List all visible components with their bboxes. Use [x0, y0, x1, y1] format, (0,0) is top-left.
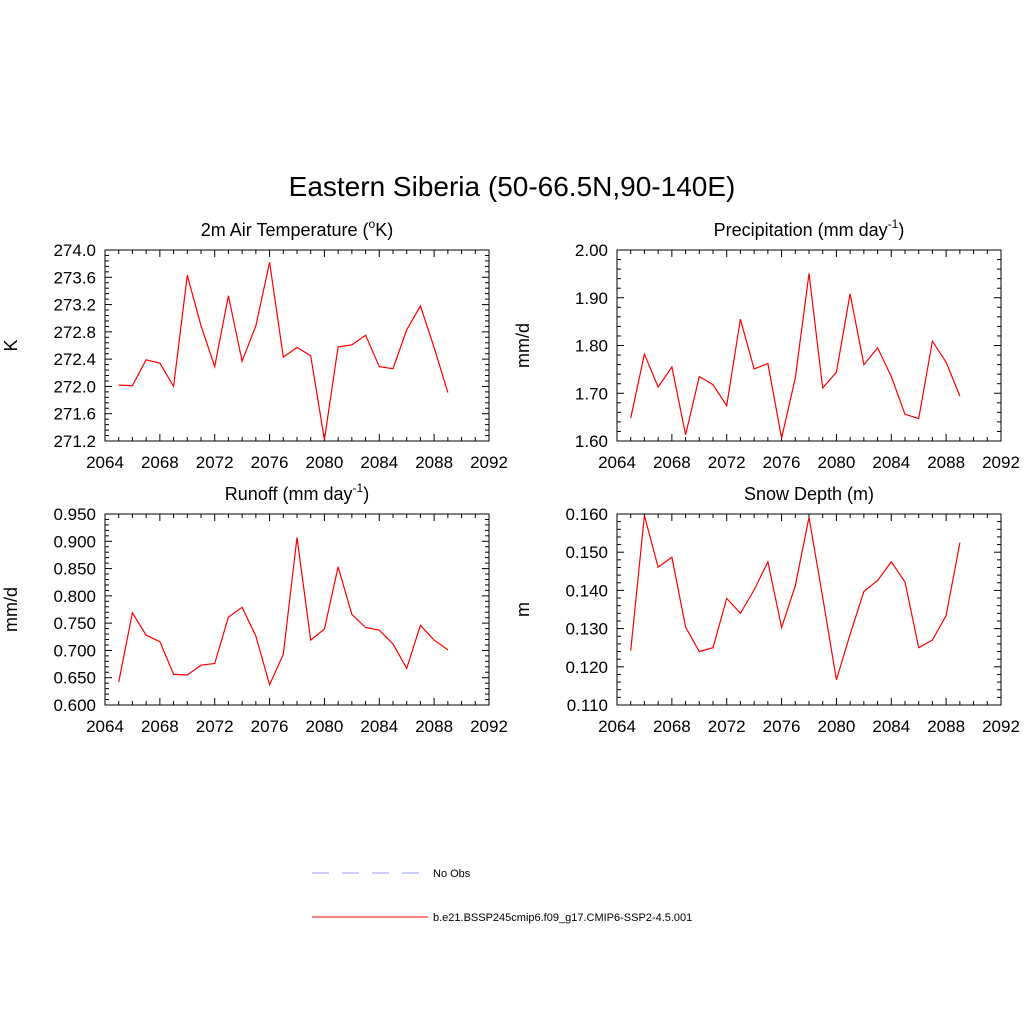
figure-title: Eastern Siberia (50-66.5N,90-140E): [289, 171, 736, 202]
panel-title-tail: K): [375, 220, 393, 240]
y-tick-label: 0.150: [565, 543, 608, 562]
x-tick-label: 2076: [763, 717, 801, 736]
panel-title-text: Precipitation (mm day: [714, 220, 888, 240]
x-tick-label: 2064: [86, 453, 124, 472]
legend-item: b.e21.BSSP245cmip6.f09_g17.CMIP6-SSP2-4.…: [312, 912, 692, 924]
panels: 2064 2068 2072 2076 2080 2084 2088 2092 271.2 271…: [1, 217, 1020, 736]
y-tick-label: 0.800: [53, 587, 96, 606]
x-tick-label: 2092: [470, 717, 508, 736]
series-line: [630, 273, 961, 439]
x-tick-label: 2072: [196, 717, 234, 736]
y-axis-label: mm/d: [1, 587, 21, 632]
y-tick-label: 1.80: [575, 337, 608, 356]
y-tick-label: 272.0: [53, 377, 96, 396]
panel-runoff: 2064 2068 2072 2076 2080 2084 2088 2092 0.600 0.6…: [1, 481, 508, 736]
y-axis-label: mm/d: [513, 323, 533, 368]
panel-title: Runoff (mm day-1): [225, 481, 369, 504]
x-tick-label: 2076: [251, 717, 289, 736]
y-tick-label: 0.750: [53, 614, 96, 633]
y-tick-label: 0.140: [565, 581, 608, 600]
x-tick-label: 2080: [306, 717, 344, 736]
plot-frame: [616, 249, 1002, 442]
panel-temperature: 2064 2068 2072 2076 2080 2084 2088 2092 271.2 271…: [1, 217, 508, 472]
panel-title-text: Runoff (mm day: [225, 484, 353, 504]
y-tick-label: 272.4: [53, 350, 96, 369]
x-tick-label: 2092: [982, 717, 1020, 736]
y-tick-label: 0.600: [53, 696, 96, 715]
y-tick-label: 0.650: [53, 669, 96, 688]
x-tick-label: 2080: [306, 453, 344, 472]
panel-title-text: Snow Depth (m): [744, 484, 874, 504]
panel-title-text: 2m Air Temperature (: [201, 220, 369, 240]
panel-title-superscript: o: [369, 217, 376, 231]
panel-precipitation: 2064 2068 2072 2076 2080 2084 2088 2092 1.60 1.70…: [513, 217, 1020, 472]
x-tick-label: 2068: [653, 717, 691, 736]
panel-title: Snow Depth (m): [744, 484, 874, 504]
y-tick-label: 1.90: [575, 289, 608, 308]
x-tick-label: 2076: [251, 453, 289, 472]
y-tick-label: 271.2: [53, 432, 96, 451]
y-tick-label: 272.8: [53, 323, 96, 342]
x-tick-label: 2084: [872, 717, 910, 736]
legend-label: b.e21.BSSP245cmip6.f09_g17.CMIP6-SSP2-4.…: [433, 912, 692, 924]
x-tick-label: 2084: [872, 453, 910, 472]
x-tick-label: 2064: [86, 717, 124, 736]
y-tick-label: 0.120: [565, 658, 608, 677]
panel-title-superscript: -1: [353, 481, 364, 495]
x-tick-label: 2068: [141, 717, 179, 736]
x-tick-label: 2068: [653, 453, 691, 472]
y-tick-label: 0.900: [53, 532, 96, 551]
x-tick-label: 2088: [415, 717, 453, 736]
x-tick-label: 2088: [927, 717, 965, 736]
series-line: [630, 515, 961, 680]
plot-frame: [616, 513, 1002, 706]
y-tick-label: 0.850: [53, 560, 96, 579]
panel-title-tail: ): [363, 484, 369, 504]
legend-item: No Obs: [312, 868, 471, 880]
y-tick-label: 0.130: [565, 620, 608, 639]
x-tick-label: 2076: [763, 453, 801, 472]
y-tick-label: 2.00: [575, 241, 608, 260]
x-tick-label: 2088: [415, 453, 453, 472]
legend-label: No Obs: [433, 868, 471, 880]
y-tick-label: 273.2: [53, 296, 96, 315]
series-line: [118, 537, 449, 687]
y-tick-label: 0.700: [53, 641, 96, 660]
y-tick-label: 273.6: [53, 268, 96, 287]
panel-title: 2m Air Temperature (oK): [201, 217, 393, 240]
panel-title-superscript: -1: [888, 217, 899, 231]
legend: No Obs b.e21.BSSP245cmip6.f09_g17.CMIP6-S…: [312, 868, 692, 924]
x-tick-label: 2088: [927, 453, 965, 472]
y-tick-label: 1.60: [575, 432, 608, 451]
x-tick-label: 2092: [470, 453, 508, 472]
y-tick-label: 271.6: [53, 405, 96, 424]
plot-frame: [104, 513, 490, 706]
series-line: [118, 262, 449, 440]
x-tick-label: 2064: [598, 453, 636, 472]
x-tick-label: 2084: [360, 453, 398, 472]
x-tick-label: 2092: [982, 453, 1020, 472]
y-tick-label: 0.950: [53, 505, 96, 524]
x-tick-label: 2072: [196, 453, 234, 472]
x-tick-label: 2064: [598, 717, 636, 736]
y-axis-label: m: [513, 602, 533, 617]
x-tick-label: 2084: [360, 717, 398, 736]
panel-snow-depth: 2064 2068 2072 2076 2080 2084 2088 2092 0.110 0.1…: [513, 484, 1020, 736]
panel-title-tail: ): [898, 220, 904, 240]
y-axis-label: K: [1, 339, 21, 351]
y-tick-label: 1.70: [575, 384, 608, 403]
y-tick-label: 274.0: [53, 241, 96, 260]
x-tick-label: 2072: [708, 453, 746, 472]
plot-frame: [104, 249, 490, 442]
x-tick-label: 2068: [141, 453, 179, 472]
x-tick-label: 2080: [818, 717, 856, 736]
x-tick-label: 2072: [708, 717, 746, 736]
x-tick-label: 2080: [818, 453, 856, 472]
panel-title: Precipitation (mm day-1): [714, 217, 905, 240]
y-tick-label: 0.110: [567, 696, 608, 715]
y-tick-label: 0.160: [565, 505, 608, 524]
